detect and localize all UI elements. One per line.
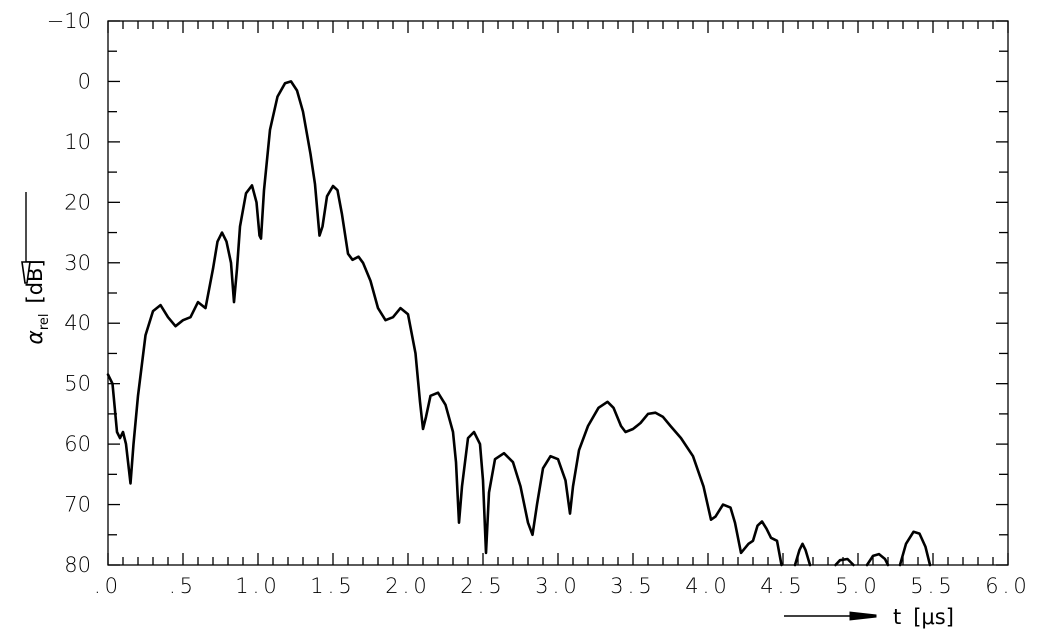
x-axis-arrow	[784, 611, 877, 621]
y-tick-label: −10	[47, 9, 91, 33]
y-tick-label: 0	[78, 69, 91, 93]
series-segment	[106, 80, 783, 567]
x-tick-label: 3.0	[535, 574, 580, 598]
x-tick-label: 1.5	[310, 574, 355, 598]
plot-frame	[107, 20, 1009, 566]
y-tick-label: 20	[64, 190, 91, 214]
x-tick-label: 1.0	[235, 574, 280, 598]
series-line	[106, 80, 932, 567]
y-axis-arrow	[21, 192, 31, 284]
y-tick-label: 50	[64, 372, 91, 396]
series-segment	[793, 542, 812, 567]
x-tick-label: 2.5	[460, 574, 505, 598]
series-segment	[865, 552, 890, 567]
x-tick-label: 5.0	[835, 574, 880, 598]
x-tick-label: .0	[94, 574, 122, 598]
y-tick-label: 70	[64, 493, 91, 517]
y-tick-label: 10	[64, 130, 91, 154]
x-tick-label: 5.5	[910, 574, 955, 598]
y-axis-symbol: α	[23, 330, 48, 345]
x-axis-unit: [μs]	[913, 605, 954, 629]
y-axis-subscript: rel	[37, 313, 52, 330]
y-tick-label: 30	[64, 251, 91, 275]
x-tick-label: 6.0	[985, 574, 1030, 598]
y-tick-label: 40	[64, 311, 91, 335]
y-tick-label: 60	[64, 432, 91, 456]
x-tick-label: 4.0	[685, 574, 730, 598]
y-tick-label: 80	[64, 553, 91, 577]
x-tick-label: 3.5	[610, 574, 655, 598]
x-axis-label: t [μs]	[893, 605, 954, 629]
x-tick-label: 4.5	[760, 574, 805, 598]
series-segment	[834, 557, 855, 567]
x-tick-label: .5	[169, 574, 197, 598]
x-tick-label: 2.0	[385, 574, 430, 598]
x-axis-symbol: t	[893, 605, 901, 629]
series-segment	[898, 530, 932, 567]
